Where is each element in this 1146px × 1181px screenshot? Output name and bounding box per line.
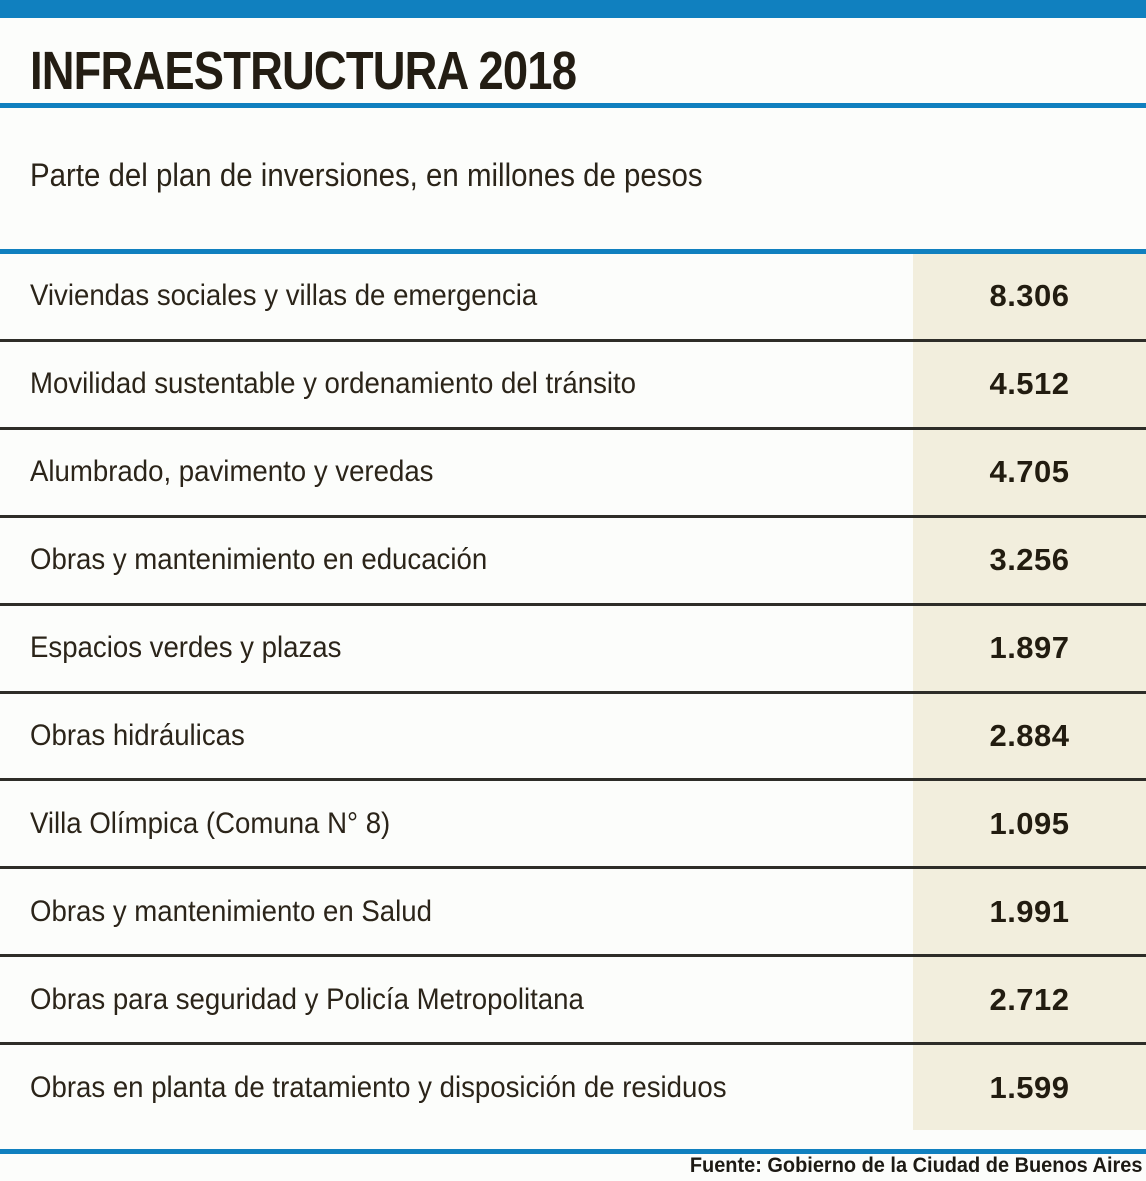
row-label: Obras en planta de tratamiento y disposi… (30, 1070, 727, 1104)
row-value: 8.306 (913, 254, 1146, 339)
row-value: 4.512 (913, 341, 1146, 427)
row-label: Alumbrado, pavimento y veredas (30, 455, 434, 489)
page-title: INFRAESTRUCTURA 2018 (30, 41, 577, 101)
investment-table: Viviendas sociales y villas de emergenci… (0, 254, 1146, 1131)
row-value: 3.256 (913, 517, 1146, 603)
table-row: Alumbrado, pavimento y veredas 4.705 (0, 429, 1146, 518)
page-subtitle: Parte del plan de inversiones, en millon… (30, 157, 703, 193)
table-row: Viviendas sociales y villas de emergenci… (0, 254, 1146, 342)
row-label: Obras y mantenimiento en Salud (30, 894, 432, 928)
row-value: 1.599 (913, 1045, 1146, 1131)
row-label: Villa Olímpica (Comuna N° 8) (30, 806, 391, 840)
row-label: Espacios verdes y plazas (30, 631, 342, 665)
table-row: Obras y mantenimiento en educación 3.256 (0, 517, 1146, 606)
top-accent-bar (0, 0, 1146, 18)
row-value: 2.884 (913, 693, 1146, 779)
row-value: 4.705 (913, 429, 1146, 515)
row-value: 1.897 (913, 605, 1146, 691)
table-row: Movilidad sustentable y ordenamiento del… (0, 341, 1146, 430)
title-rule (0, 103, 1146, 108)
row-label: Obras hidráulicas (30, 718, 245, 752)
source-credit: Fuente: Gobierno de la Ciudad de Buenos … (689, 1154, 1142, 1177)
row-label: Movilidad sustentable y ordenamiento del… (30, 367, 637, 401)
table-row: Obras y mantenimiento en Salud 1.991 (0, 869, 1146, 958)
table-row: Espacios verdes y plazas 1.897 (0, 605, 1146, 694)
row-value: 1.991 (913, 869, 1146, 955)
row-label: Obras para seguridad y Policía Metropoli… (30, 982, 584, 1016)
footer-rule (0, 1149, 1146, 1154)
row-value: 1.095 (913, 781, 1146, 867)
table-top-rule (0, 249, 1146, 254)
table-row: Villa Olímpica (Comuna N° 8) 1.095 (0, 781, 1146, 870)
row-label: Viviendas sociales y villas de emergenci… (30, 279, 538, 313)
row-value: 2.712 (913, 957, 1146, 1043)
table-row: Obras para seguridad y Policía Metropoli… (0, 957, 1146, 1046)
table-row: Obras en planta de tratamiento y disposi… (0, 1045, 1146, 1131)
table-row: Obras hidráulicas 2.884 (0, 693, 1146, 782)
row-label: Obras y mantenimiento en educación (30, 543, 488, 577)
